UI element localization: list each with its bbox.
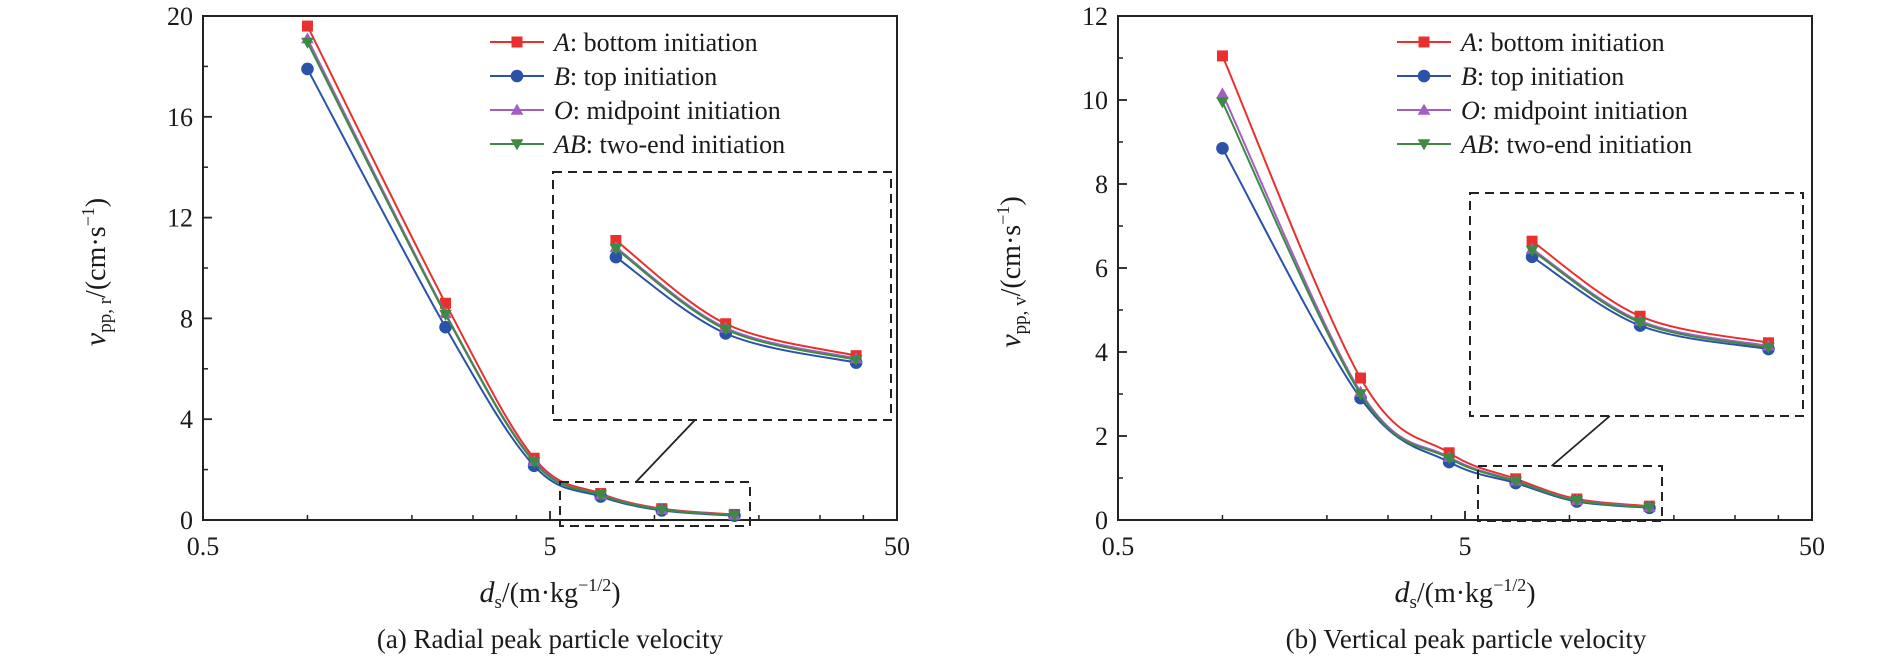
inset-series-line-2 [615, 246, 857, 360]
data-point [527, 457, 541, 469]
y-axis-label: vpp, r/(cm·s−1) [78, 198, 116, 346]
data-point [1216, 87, 1229, 99]
inset-data-point [1762, 342, 1775, 354]
y-tick-label: 2 [1095, 422, 1108, 451]
data-point [655, 504, 669, 516]
data-point [439, 320, 452, 334]
data-point [301, 62, 314, 76]
legend-entry: A: bottom initiation [552, 28, 758, 57]
data-point [728, 510, 741, 522]
data-point [439, 309, 452, 321]
inset-data-point [719, 324, 732, 336]
zoom-region [559, 481, 751, 527]
figure-caption: (a) Radial peak particle velocity [377, 624, 724, 654]
x-tick-label: 5 [1459, 532, 1472, 561]
y-tick-label: 8 [1095, 170, 1108, 199]
data-point [1442, 453, 1456, 465]
legend-marker [511, 36, 523, 48]
y-tick-label: 16 [167, 103, 193, 132]
data-point [1570, 495, 1584, 508]
inset-data-point [1526, 235, 1538, 247]
chart-panel-b: 0 2 4 6 8 10 12 0.5 5 50 A: bottom initiation B: to… [993, 2, 1825, 654]
y-tick-label: 10 [1082, 86, 1108, 115]
y-tick-label: 12 [167, 204, 193, 233]
figure-caption: (b) Vertical peak particle velocity [1286, 624, 1647, 654]
legend-entry: A: bottom initiation [1459, 28, 1665, 57]
inset-series-line-3 [615, 247, 857, 361]
legend-entry: O: midpoint initiation [554, 96, 781, 125]
legend-entry: B: top initiation [1461, 62, 1624, 91]
x-axis-label: ds/(m·kg−1/2) [1394, 575, 1535, 613]
plot-frame [202, 15, 898, 521]
inset-connector [1551, 415, 1611, 467]
inset-data-point [610, 234, 622, 246]
y-tick-label: 8 [180, 304, 193, 333]
legend-marker [1417, 139, 1431, 151]
y-tick-label: 20 [167, 2, 193, 31]
inset-series-line-0 [1531, 240, 1769, 344]
legend-marker [1417, 69, 1431, 83]
y-axis-label: vpp, v/(cm·s−1) [993, 196, 1031, 347]
legend-entry: B: top initiation [554, 62, 717, 91]
data-point [1216, 50, 1228, 62]
legend-entry: AB: two-end initiation [1459, 130, 1692, 159]
y-tick-label: 12 [1082, 2, 1108, 31]
data-point [301, 37, 314, 49]
legend-marker [1418, 36, 1430, 48]
inset-series-line-2 [1531, 248, 1769, 347]
data-point [1643, 502, 1656, 514]
data-point [1509, 476, 1523, 488]
legend-marker [1417, 103, 1431, 115]
data-point [1355, 372, 1367, 384]
inset-frame [1469, 192, 1804, 417]
y-tick-label: 0 [180, 506, 193, 535]
inset-data-point [1633, 317, 1647, 329]
y-tick-label: 4 [1095, 338, 1108, 367]
data-point [1354, 389, 1367, 401]
legend-marker [510, 69, 524, 83]
inset-series-line-3 [1531, 249, 1769, 349]
inset-data-point [1525, 245, 1539, 257]
legend-marker [510, 139, 524, 151]
x-tick-label: 5 [544, 532, 557, 561]
legend-marker [510, 103, 524, 115]
data-point [1216, 97, 1229, 109]
y-tick-label: 6 [1095, 254, 1108, 283]
inset-frame [552, 171, 892, 421]
inset-data-point [849, 355, 863, 367]
x-tick-label: 0.5 [1102, 532, 1135, 561]
data-point [440, 297, 452, 309]
x-tick-label: 50 [884, 532, 910, 561]
inset-series-line-1 [615, 256, 857, 364]
legend-entry: O: midpoint initiation [1461, 96, 1688, 125]
zoom-region [1477, 465, 1663, 522]
x-tick-label: 0.5 [187, 532, 220, 561]
series-line-1 [1221, 147, 1650, 509]
x-tick-label: 50 [1799, 532, 1825, 561]
data-point [1216, 142, 1229, 155]
inset-data-point [609, 250, 623, 264]
chart-panel-a: 0 4 8 12 16 20 0.5 5 50 A: bottom initiation B: to… [78, 2, 910, 654]
y-tick-label: 0 [1095, 506, 1108, 535]
legend-entry: AB: two-end initiation [552, 130, 785, 159]
inset-data-point [609, 244, 623, 256]
data-point [301, 20, 313, 32]
data-point [594, 490, 608, 502]
y-tick-label: 4 [180, 405, 193, 434]
x-axis-label: ds/(m·kg−1/2) [479, 575, 620, 613]
inset-series-line-1 [1531, 255, 1769, 351]
inset-connector [635, 419, 696, 483]
